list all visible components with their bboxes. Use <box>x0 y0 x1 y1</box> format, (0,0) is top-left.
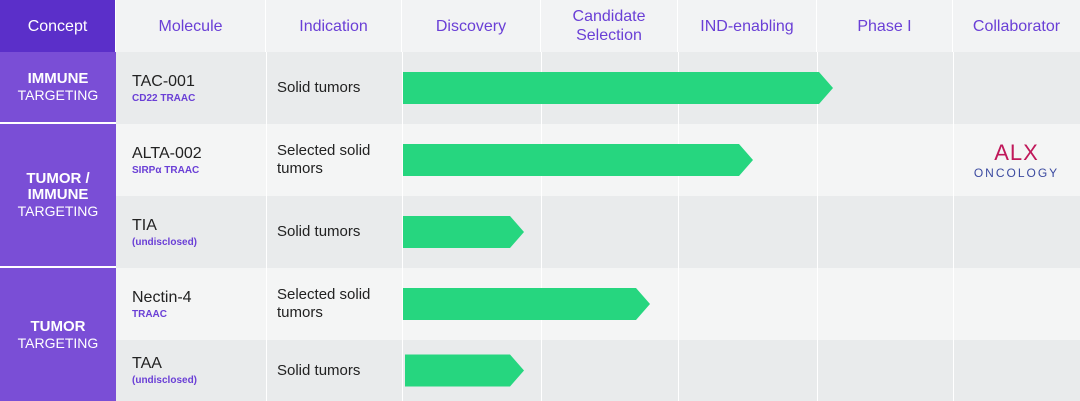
progress-bar <box>405 354 524 387</box>
row: TAC-001 CD22 TRAAC Solid tumors <box>116 52 1080 126</box>
divider <box>402 196 403 268</box>
molecule-cell: TAC-001 CD22 TRAAC <box>132 52 195 124</box>
progress-bar <box>403 144 753 176</box>
progress-bar <box>403 72 833 104</box>
divider <box>266 124 267 196</box>
divider <box>266 196 267 268</box>
divider <box>266 340 267 401</box>
header-cell: Concept <box>0 0 116 52</box>
indication: Solid tumors <box>277 361 361 379</box>
molecule: Nectin-4 <box>132 288 192 306</box>
header-cell: Phase I <box>817 0 953 52</box>
concept-line: TARGETING <box>17 334 99 351</box>
divider <box>953 124 954 196</box>
divider <box>817 268 818 340</box>
divider <box>402 340 403 401</box>
molecule-cell: TAA (undisclosed) <box>132 340 197 401</box>
divider <box>266 52 267 124</box>
concept-line: TUMOR <box>30 317 86 335</box>
row: ALTA-002 SIRPα TRAAC Selected solid tumors… <box>116 124 1080 198</box>
divider <box>678 196 679 268</box>
molecule: TIA <box>132 216 157 234</box>
concept-line: IMMUNE <box>27 70 89 87</box>
collaborator: ALX ONCOLOGY <box>953 124 1080 196</box>
divider <box>266 268 267 340</box>
progress-bar <box>403 216 524 248</box>
concept-line: TARGETING <box>17 87 99 103</box>
header-cell: IND-enabling <box>678 0 817 52</box>
divider <box>541 340 542 401</box>
concept-line: IMMUNE <box>27 186 89 203</box>
header-cell: Discovery <box>402 0 541 52</box>
molecule: TAC-001 <box>132 72 195 90</box>
header-cell: Collaborator <box>953 0 1080 52</box>
divider <box>953 340 954 401</box>
molecule-cell: ALTA-002 SIRPα TRAAC <box>132 124 202 196</box>
row: Nectin-4 TRAAC Selected solid tumors <box>116 268 1080 342</box>
progress-bar <box>403 288 650 320</box>
indication: Selected solid tumors <box>277 142 371 177</box>
concept-line: TUMOR / <box>26 170 90 187</box>
molecule-detail: (undisclosed) <box>132 236 198 248</box>
row: TIA (undisclosed) Solid tumors <box>116 196 1080 270</box>
molecule: ALTA-002 <box>132 144 202 162</box>
indication: Solid tumors <box>277 79 361 96</box>
divider <box>953 196 954 268</box>
header-cell: Candidate Selection <box>541 0 678 52</box>
divider <box>678 340 679 401</box>
molecule-cell: TIA (undisclosed) <box>132 196 197 268</box>
header-cell: Molecule <box>116 0 266 52</box>
concept: IMMUNE TARGETING <box>0 52 116 124</box>
divider <box>817 340 818 401</box>
header-cell: Indication <box>266 0 402 52</box>
molecule-detail: SIRPα TRAAC <box>132 164 200 176</box>
row: TAA (undisclosed) Solid tumors <box>116 340 1080 401</box>
divider <box>953 52 954 124</box>
molecule-cell: Nectin-4 TRAAC <box>132 268 192 340</box>
indication: Selected solid tumors <box>277 286 371 321</box>
divider <box>817 196 818 268</box>
concept: TUMOR / IMMUNE TARGETING <box>0 124 116 268</box>
divider <box>817 124 818 196</box>
molecule-detail: CD22 TRAAC <box>132 92 196 104</box>
collaborator-subname: ONCOLOGY <box>973 166 1060 180</box>
concept-line: TARGETING <box>17 203 99 219</box>
molecule-detail: (undisclosed) <box>132 375 198 386</box>
molecule: TAA <box>132 355 162 372</box>
indication: Solid tumors <box>277 223 361 240</box>
collaborator-name: ALX <box>994 140 1039 165</box>
concept: TUMOR TARGETING <box>0 268 116 401</box>
divider <box>402 52 403 124</box>
divider <box>541 196 542 268</box>
molecule-detail: TRAAC <box>132 308 167 320</box>
divider <box>953 268 954 340</box>
divider <box>402 268 403 340</box>
divider <box>402 124 403 196</box>
divider <box>678 268 679 340</box>
